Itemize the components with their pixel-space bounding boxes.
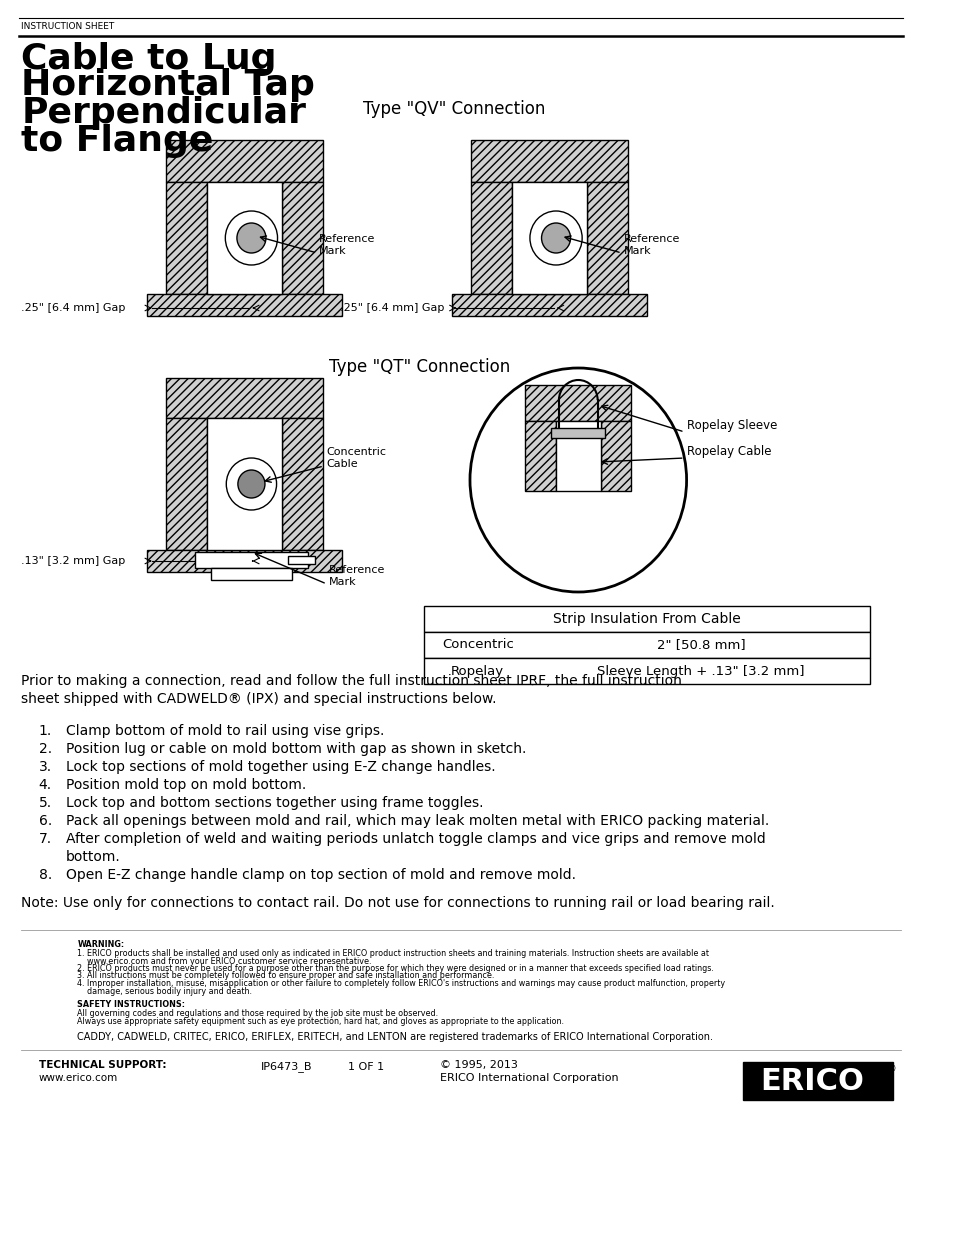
Text: 2" [50.8 mm]: 2" [50.8 mm] [656,638,744,652]
Bar [147,550,342,572]
Text: Concentric
Cable: Concentric Cable [326,447,385,469]
Bar [166,182,207,294]
Bar [524,385,631,421]
Bar [282,182,323,294]
Circle shape [237,471,265,498]
Bar [166,378,323,417]
Circle shape [470,368,686,592]
Bar [524,421,556,492]
Text: 4.: 4. [39,778,51,792]
Bar [195,552,307,568]
Circle shape [226,458,276,510]
Text: TECHNICAL SUPPORT:: TECHNICAL SUPPORT: [39,1060,166,1070]
Text: Strip Insulation From Cable: Strip Insulation From Cable [553,613,740,626]
Text: 1 OF 1: 1 OF 1 [348,1062,384,1072]
Text: 7.: 7. [39,832,51,846]
Text: ERICO International Corporation: ERICO International Corporation [439,1073,618,1083]
Bar [423,632,869,658]
Bar [147,294,342,316]
Text: Clamp bottom of mold to rail using vise grips.: Clamp bottom of mold to rail using vise … [66,724,384,739]
Text: sheet shipped with CADWELD® (IPX) and special instructions below.: sheet shipped with CADWELD® (IPX) and sp… [21,692,497,706]
Text: Note: Use only for connections to contact rail. Do not use for connections to ru: Note: Use only for connections to contac… [21,897,774,910]
Text: Sleeve Length + .13" [3.2 mm]: Sleeve Length + .13" [3.2 mm] [597,664,804,678]
Text: Pack all openings between mold and rail, which may leak molten metal with ERICO : Pack all openings between mold and rail,… [66,814,768,827]
Text: .25" [6.4 mm] Gap: .25" [6.4 mm] Gap [340,303,444,312]
Text: 1. ERICO products shall be installed and used only as indicated in ERICO product: 1. ERICO products shall be installed and… [77,948,709,958]
Text: Ropelay Sleeve: Ropelay Sleeve [686,419,776,431]
Text: After completion of weld and waiting periods unlatch toggle clamps and vice grip: After completion of weld and waiting per… [66,832,764,846]
Text: 2. ERICO products must never be used for a purpose other than the purpose for wh: 2. ERICO products must never be used for… [77,965,714,973]
Text: WARNING:: WARNING: [77,940,124,948]
Text: Cable to Lug: Cable to Lug [21,42,276,77]
Bar [423,658,869,684]
Bar [471,182,511,294]
Text: damage, serious bodily injury and death.: damage, serious bodily injury and death. [77,987,253,995]
Bar [207,417,282,550]
Text: Reference
Mark: Reference Mark [319,233,375,256]
Text: SAFETY INSTRUCTIONS:: SAFETY INSTRUCTIONS: [77,1000,185,1009]
Text: © 1995, 2013: © 1995, 2013 [439,1060,517,1070]
Bar [586,182,627,294]
Text: 5.: 5. [39,797,51,810]
Circle shape [225,211,277,266]
Bar [741,1062,892,1100]
Text: 8.: 8. [39,868,51,882]
Bar [207,182,282,294]
Bar [599,421,631,492]
Text: INSTRUCTION SHEET: INSTRUCTION SHEET [21,22,114,31]
Text: Type "QT" Connection: Type "QT" Connection [329,358,510,375]
Bar [166,140,323,182]
Text: All governing codes and regulations and those required by the job site must be o: All governing codes and regulations and … [77,1009,438,1018]
Text: Lock top and bottom sections together using frame toggles.: Lock top and bottom sections together us… [66,797,483,810]
Text: Ropelay: Ropelay [451,664,504,678]
Text: Ropelay Cable: Ropelay Cable [686,445,770,457]
Text: bottom.: bottom. [66,850,120,864]
Text: Position lug or cable on mold bottom with gap as shown in sketch.: Position lug or cable on mold bottom wit… [66,742,526,756]
Text: .13" [3.2 mm] Gap: .13" [3.2 mm] Gap [21,556,126,566]
Text: Position mold top on mold bottom.: Position mold top on mold bottom. [66,778,306,792]
Text: IP6473_B: IP6473_B [261,1062,313,1072]
Text: Lock top sections of mold together using E-Z change handles.: Lock top sections of mold together using… [66,760,495,774]
Text: 3.: 3. [39,760,51,774]
Text: Type "QV" Connection: Type "QV" Connection [362,100,544,119]
Circle shape [541,224,570,253]
Bar [451,294,646,316]
Text: to Flange: to Flange [21,124,213,158]
Bar [511,182,586,294]
Bar [282,417,323,550]
Text: Reference
Mark: Reference Mark [623,233,679,256]
Circle shape [236,224,266,253]
Text: 1.: 1. [39,724,51,739]
Text: www.erico.com: www.erico.com [39,1073,118,1083]
Text: CADDY, CADWELD, CRITEC, ERICO, ERIFLEX, ERITECH, and LENTON are registered trade: CADDY, CADWELD, CRITEC, ERICO, ERIFLEX, … [77,1032,713,1042]
Text: 6.: 6. [39,814,51,827]
Text: 4. Improper installation, misuse, misapplication or other failure to completely : 4. Improper installation, misuse, misapp… [77,979,724,988]
Text: Horizontal Tap: Horizontal Tap [21,68,314,103]
Bar [166,417,207,550]
Text: .25" [6.4 mm] Gap: .25" [6.4 mm] Gap [21,303,126,312]
Text: ERICO: ERICO [760,1067,862,1095]
Text: Reference
Mark: Reference Mark [329,564,385,587]
Text: 2.: 2. [39,742,51,756]
Text: Prior to making a connection, read and follow the full instruction sheet IPRF, t: Prior to making a connection, read and f… [21,674,681,688]
Text: Perpendicular: Perpendicular [21,96,306,130]
Bar [471,140,627,182]
Bar [551,429,605,438]
Circle shape [529,211,581,266]
Bar [556,421,599,492]
Text: 3. All instructions must be completely followed to ensure proper and safe instal: 3. All instructions must be completely f… [77,972,495,981]
Text: Concentric: Concentric [441,638,513,652]
Bar [423,606,869,632]
Text: www.erico.com and from your ERICO customer service representative.: www.erico.com and from your ERICO custom… [77,956,372,966]
Text: Always use appropriate safety equipment such as eye protection, hard hat, and gl: Always use appropriate safety equipment … [77,1016,564,1025]
Text: Open E-Z change handle clamp on top section of mold and remove mold.: Open E-Z change handle clamp on top sect… [66,868,576,882]
Text: ®: ® [886,1065,896,1074]
Bar [211,568,292,580]
Bar [288,556,314,564]
